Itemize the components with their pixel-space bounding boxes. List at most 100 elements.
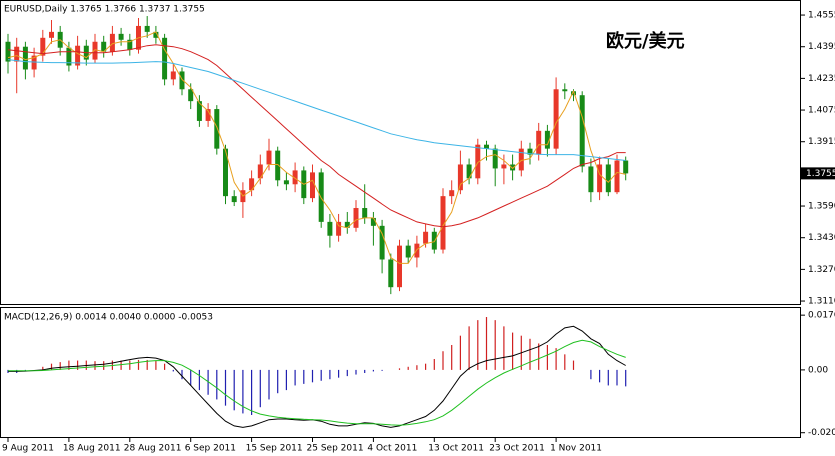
candle-body <box>518 148 524 171</box>
y-tick-label: 1.3915 <box>808 137 835 147</box>
candle-body <box>49 31 54 38</box>
x-tick-label: 15 Sep 2011 <box>246 444 303 454</box>
candle-body <box>179 71 185 90</box>
candle-body <box>362 208 368 218</box>
x-tick-label: 9 Aug 2011 <box>2 444 54 454</box>
x-tick-label: 4 Oct 2011 <box>367 444 417 454</box>
candle-body <box>205 109 211 121</box>
candle-body <box>5 41 11 62</box>
candle-body <box>527 148 533 155</box>
line <box>7 59 626 161</box>
macd-title: MACD(12,26,9) 0.0014 0.0040 0.0000 -0.00… <box>4 313 213 323</box>
candle-body <box>75 45 81 66</box>
price-pane <box>0 0 801 305</box>
candle-body <box>544 130 550 149</box>
candle-body <box>275 150 281 181</box>
x-tick-label: 28 Aug 2011 <box>124 444 182 454</box>
x-tick-label: 18 Aug 2011 <box>63 444 121 454</box>
x-tick-label: 6 Sep 2011 <box>185 444 236 454</box>
candle-body <box>614 160 620 193</box>
candle-body <box>249 178 255 191</box>
candle-body <box>257 164 263 179</box>
candle-body <box>484 144 489 149</box>
candle-body <box>553 89 559 149</box>
candle-body <box>162 37 168 80</box>
candle-body <box>327 221 333 236</box>
candle-body <box>588 166 594 193</box>
candle-body <box>92 41 98 60</box>
candle-body <box>109 33 115 52</box>
y-tick-label: 1.3430 <box>808 233 835 243</box>
y-tick-label: 0.00 <box>808 365 828 375</box>
last-price-marker <box>801 167 835 180</box>
macd-pane <box>0 307 801 438</box>
y-tick-label: 1.3270 <box>808 265 835 275</box>
line <box>7 44 626 228</box>
candle-body <box>510 164 516 171</box>
candle-body <box>40 37 46 56</box>
candle-body <box>170 71 176 80</box>
candle-body <box>22 46 28 70</box>
candle-body <box>266 150 272 165</box>
x-tick-label: 13 Oct 2011 <box>428 444 484 454</box>
y-tick-label: 1.3110 <box>808 297 835 307</box>
candle-body <box>231 196 237 203</box>
candle-body <box>353 208 359 228</box>
candle-body <box>388 259 394 288</box>
candle-body <box>188 89 194 102</box>
y-tick-label: -0.0202 <box>808 428 835 438</box>
candle-body <box>31 55 37 70</box>
x-tick-label: 23 Oct 2011 <box>489 444 545 454</box>
y-tick-label: 0.0176 <box>808 311 835 321</box>
last-price-label: 1.3755 <box>806 169 835 179</box>
x-tick-label: 25 Sep 2011 <box>307 444 364 454</box>
candle-body <box>623 160 629 174</box>
candle-body <box>127 39 133 50</box>
candle-body <box>466 164 472 179</box>
candle-body <box>379 225 385 260</box>
y-tick-label: 1.4395 <box>808 42 835 52</box>
candle-body <box>144 25 150 32</box>
candle-body <box>605 164 611 193</box>
candle-body <box>118 33 124 40</box>
candle-body <box>336 221 342 236</box>
candle-body <box>440 196 446 250</box>
candle-body <box>571 91 576 96</box>
candle-body <box>214 109 220 149</box>
candle-body <box>153 31 159 38</box>
candle-body <box>310 172 315 199</box>
candle-body <box>562 89 568 92</box>
y-tick-label: 1.4235 <box>808 74 835 84</box>
candle-body <box>370 217 376 226</box>
candle-body <box>457 164 463 191</box>
x-tick-label: 1 Nov 2011 <box>550 444 602 454</box>
candle-body <box>501 164 507 169</box>
candle-body <box>492 148 498 169</box>
y-tick-label: 1.3590 <box>808 202 835 212</box>
candle-body <box>223 148 228 197</box>
y-tick-label: 1.4075 <box>808 106 835 116</box>
annotation: 欧元/美元 <box>606 30 685 52</box>
candle-body <box>196 101 202 121</box>
candle-body <box>475 144 481 179</box>
candle-body <box>579 95 585 167</box>
line <box>7 31 626 264</box>
candle-body <box>423 231 429 244</box>
candle-body <box>449 190 455 197</box>
candle-body <box>405 245 411 258</box>
candle-body <box>397 245 402 288</box>
candle-body <box>292 170 298 185</box>
candle-body <box>283 180 289 185</box>
line <box>8 325 626 428</box>
candle-body <box>536 130 542 155</box>
candle-body <box>414 243 420 258</box>
candle-body <box>14 46 20 62</box>
line <box>8 339 626 426</box>
chart-title: EURUSD,Daily 1.3765 1.3766 1.3737 1.3755 <box>4 5 205 15</box>
candle-body <box>597 164 603 193</box>
candle-body <box>101 41 107 52</box>
candle-body <box>66 47 72 66</box>
